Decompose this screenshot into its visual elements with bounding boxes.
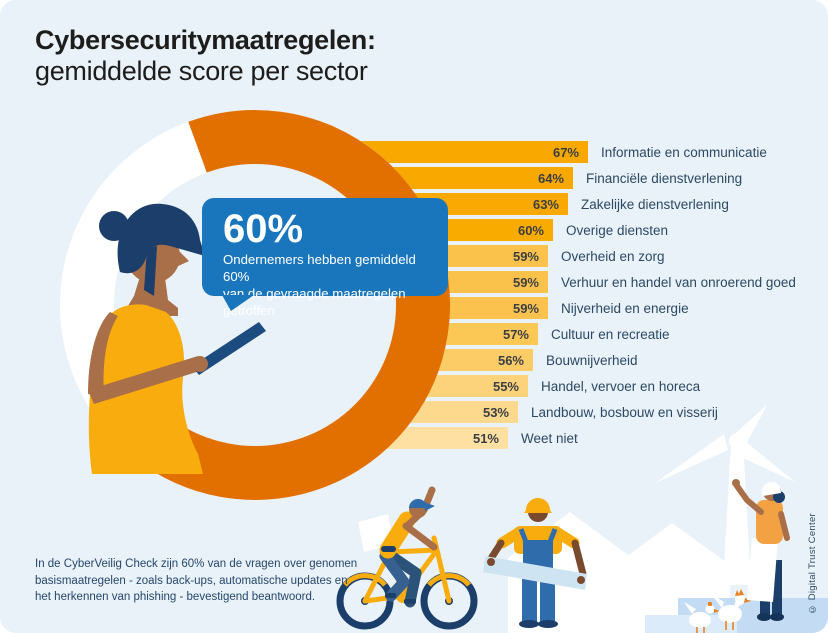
construction-worker-illustration <box>483 498 587 628</box>
bar-value: 53% <box>482 404 509 420</box>
bar-label: Overheid en zorg <box>561 248 665 264</box>
bar-label: Zakelijke dienstverlening <box>581 196 729 212</box>
title-line-2: gemiddelde score per sector <box>35 56 368 86</box>
bar-label: Nijverheid en energie <box>561 300 689 316</box>
footnote: In de CyberVeilig Check zijn 60% van de … <box>35 556 357 606</box>
bar-value: 63% <box>532 196 559 212</box>
bar-label: Cultuur en recreatie <box>551 326 670 342</box>
waving-arm <box>734 483 764 515</box>
headscarf <box>761 481 781 496</box>
bar-value: 51% <box>472 430 499 446</box>
hand <box>192 356 208 372</box>
tablet <box>192 322 266 375</box>
dress <box>88 304 203 474</box>
nose <box>174 246 189 268</box>
upper-arm <box>88 312 118 398</box>
woman-with-tablet-illustration <box>88 203 266 474</box>
bar-label: Weet niet <box>521 430 578 446</box>
forearm <box>88 356 203 404</box>
cap <box>409 499 427 508</box>
callout: 60% Ondernemers hebben gemiddeld 60% van… <box>202 198 448 318</box>
title-line-1: Cybersecuritymaatregelen: <box>35 25 376 55</box>
bar-value: 55% <box>492 378 519 394</box>
copyright-credit: © Digital Trust Center <box>807 513 818 615</box>
page-title: Cybersecuritymaatregelen: gemiddelde sco… <box>35 25 376 87</box>
footnote-line-1: In de CyberVeilig Check zijn 60% van de … <box>35 558 358 570</box>
bar-label: Landbouw, bosbouw en visserij <box>531 404 718 420</box>
bar-label: Verhuur en handel van onroerend goed <box>561 274 796 290</box>
hair-bun <box>99 211 129 241</box>
farmer-illustration <box>732 479 790 621</box>
bar-value: 60% <box>517 222 544 238</box>
wind-turbine-illustration <box>655 405 795 585</box>
hair <box>117 203 205 274</box>
hard-hat <box>524 498 552 513</box>
bottom-illustration <box>336 405 828 633</box>
footnote-line-2: basismaatregelen - zoals back-ups, autom… <box>35 574 348 587</box>
donut-ring-progress <box>135 110 450 500</box>
shirt <box>756 500 783 544</box>
bar-label: Financiële dienstverlening <box>586 170 743 186</box>
chickens-illustration <box>684 589 751 633</box>
bar-label: Handel, vervoer en horeca <box>541 378 701 394</box>
bar-label: Overige diensten <box>566 222 669 238</box>
bar-label: Informatie en communicatie <box>601 144 767 160</box>
bar-value: 57% <box>502 326 529 342</box>
callout-text-line-1: Ondernemers hebben gemiddeld 60% <box>223 252 416 284</box>
apron <box>747 538 778 602</box>
cyclist-illustration <box>336 486 478 630</box>
bar-value: 64% <box>537 170 564 186</box>
callout-value: 60% <box>223 207 304 251</box>
plank <box>483 556 587 590</box>
bar-value: 59% <box>512 274 539 290</box>
saddle <box>381 546 396 552</box>
bar-value: 59% <box>512 300 539 316</box>
bar-value: 56% <box>497 352 524 368</box>
hair <box>773 491 785 503</box>
bar-value: 59% <box>512 248 539 264</box>
footnote-line-3: het herkennen van phishing - bevestigend… <box>35 591 316 603</box>
callout-text-line-2: van de gevraagde maatregelen getroffen <box>223 286 406 318</box>
bar-label: Bouwnijverheid <box>546 352 638 368</box>
bar-value: 67% <box>552 144 579 160</box>
